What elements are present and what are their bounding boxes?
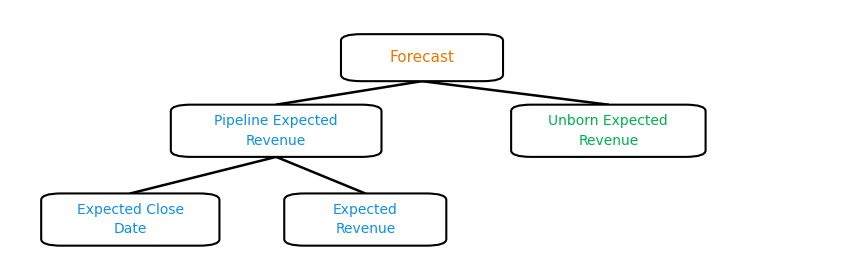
- FancyBboxPatch shape: [170, 105, 381, 157]
- Text: Forecast: Forecast: [389, 50, 455, 65]
- FancyBboxPatch shape: [341, 34, 503, 81]
- Text: Expected
Revenue: Expected Revenue: [333, 203, 398, 236]
- Text: Expected Close
Date: Expected Close Date: [77, 203, 184, 236]
- Text: Unborn Expected
Revenue: Unborn Expected Revenue: [549, 114, 668, 147]
- FancyBboxPatch shape: [41, 193, 219, 246]
- Text: Pipeline Expected
Revenue: Pipeline Expected Revenue: [214, 114, 338, 147]
- FancyBboxPatch shape: [511, 105, 706, 157]
- FancyBboxPatch shape: [284, 193, 446, 246]
